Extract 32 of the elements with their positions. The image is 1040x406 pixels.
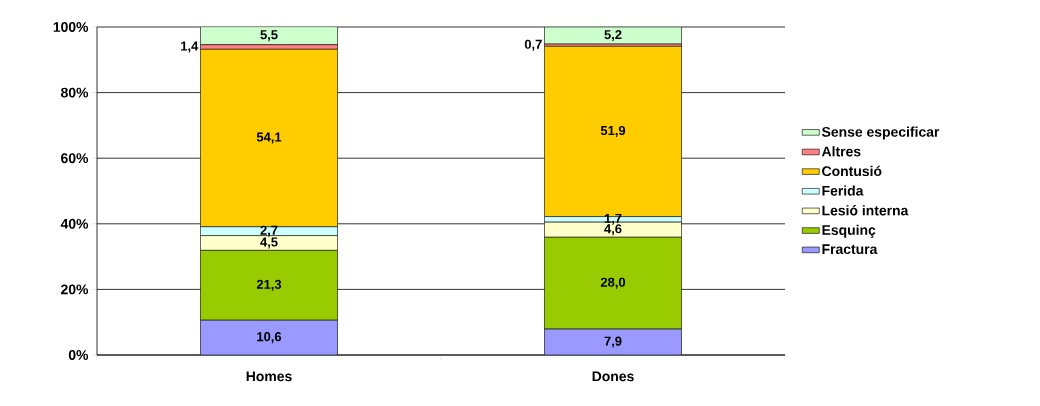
legend-label: Contusió <box>822 165 882 177</box>
data-label: 4,6 <box>604 224 622 236</box>
data-label: 1,7 <box>604 213 622 225</box>
y-tick-label: 0% <box>68 350 89 360</box>
data-label: 51,9 <box>600 125 626 137</box>
legend-label: Altres <box>821 146 861 157</box>
bar <box>200 319 338 355</box>
data-label: 21,3 <box>256 279 282 291</box>
data-label: 5,5 <box>260 30 278 42</box>
data-label: 0,7 <box>524 39 542 51</box>
y-tick-label: 80% <box>61 87 89 98</box>
bar <box>544 328 682 355</box>
data-label: 4,5 <box>260 237 278 249</box>
legend-label: Ferida <box>822 185 864 196</box>
data-label: 10,6 <box>257 332 282 344</box>
data-label: 28,0 <box>600 277 626 289</box>
bar <box>200 27 338 46</box>
data-label: 54,1 <box>256 132 282 144</box>
data-label: 2,7 <box>260 225 278 237</box>
legend-label: Lesió interna <box>822 205 909 216</box>
legend-label: Sense especificar <box>821 126 940 140</box>
x-tick-label: Dones <box>592 371 634 382</box>
y-tick-label: 60% <box>61 153 89 164</box>
x-tick-label: Homes <box>246 371 292 382</box>
y-tick-label: 100% <box>53 22 89 32</box>
legend-label: Fractura <box>822 244 878 255</box>
y-tick-label: 40% <box>60 218 89 229</box>
data-label: 5,2 <box>604 30 622 42</box>
y-tick-label: 20% <box>61 284 89 295</box>
data-label: 7,9 <box>604 336 622 348</box>
data-label: 1,4 <box>181 41 199 53</box>
legend-label: Esquinç <box>822 224 876 238</box>
